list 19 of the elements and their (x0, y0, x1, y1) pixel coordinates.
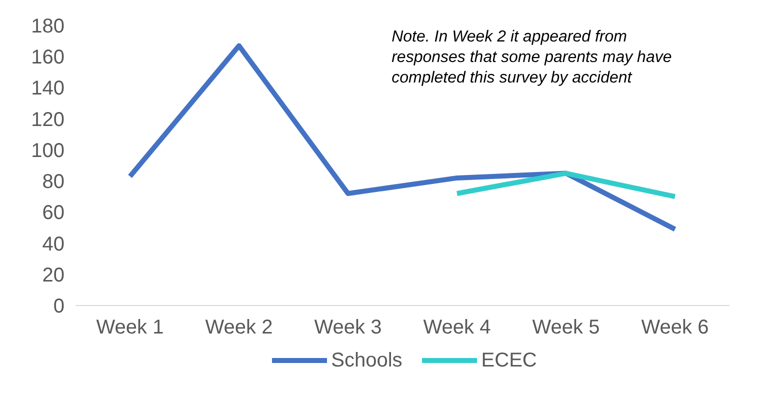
x-tick-label: Week 6 (641, 316, 709, 338)
y-tick-label: 80 (42, 171, 65, 194)
y-tick-label: 100 (31, 140, 65, 162)
legend-label: Schools (331, 349, 402, 372)
y-tick-label: 180 (31, 16, 65, 38)
x-tick-label: Week 2 (205, 316, 273, 338)
x-tick-label: Week 3 (314, 316, 382, 338)
y-tick-label: 40 (42, 233, 65, 256)
y-tick-label: 160 (31, 46, 65, 69)
x-tick-label: Week 5 (532, 316, 600, 338)
y-tick-label: 0 (53, 296, 64, 318)
y-tick-label: 60 (42, 202, 65, 224)
x-tick-label: Week 4 (423, 316, 491, 338)
legend-label: ECEC (481, 349, 537, 372)
y-tick-label: 20 (42, 264, 65, 286)
x-tick-label: Week 1 (96, 316, 164, 338)
y-tick-label: 120 (31, 108, 65, 131)
y-tick-label: 140 (31, 78, 65, 100)
annotation: Note. In Week 2 it appeared from responses that some parents may have completed this survey by accident (392, 28, 672, 86)
